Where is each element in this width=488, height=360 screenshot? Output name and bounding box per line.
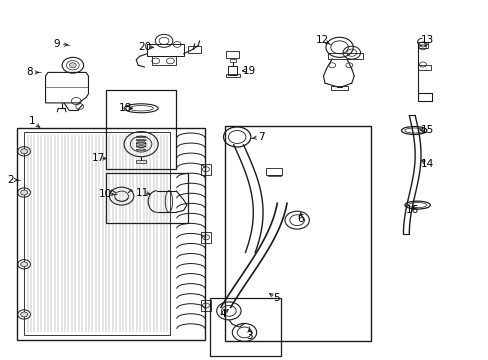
Bar — [417, 42, 427, 48]
Bar — [266, 168, 282, 175]
Bar — [105, 173, 188, 223]
Bar — [229, 59, 235, 62]
Bar — [17, 128, 204, 339]
Bar — [224, 126, 370, 341]
Circle shape — [20, 312, 27, 317]
Text: 8: 8 — [26, 67, 33, 77]
Text: 14: 14 — [420, 159, 433, 169]
Text: 11: 11 — [135, 188, 148, 198]
Circle shape — [20, 190, 27, 195]
Text: 7: 7 — [258, 132, 264, 142]
Text: 6: 6 — [297, 215, 303, 224]
Text: 20: 20 — [138, 42, 151, 52]
Bar — [225, 74, 239, 77]
Text: 3: 3 — [245, 331, 252, 341]
Bar — [152, 56, 176, 65]
Bar — [200, 164, 211, 175]
Bar — [328, 53, 362, 59]
Bar — [147, 44, 183, 56]
Bar — [105, 90, 176, 169]
Text: 19: 19 — [242, 66, 256, 76]
Text: 16: 16 — [405, 206, 419, 216]
Circle shape — [20, 262, 27, 267]
Bar — [226, 51, 239, 58]
Bar — [200, 300, 211, 311]
Bar — [24, 132, 170, 335]
Text: 18: 18 — [118, 103, 131, 113]
Circle shape — [69, 63, 76, 68]
Text: 10: 10 — [99, 189, 112, 199]
Text: 2: 2 — [7, 175, 14, 185]
Text: 12: 12 — [315, 35, 328, 45]
Circle shape — [20, 149, 27, 154]
Text: 1: 1 — [29, 116, 36, 126]
Text: 15: 15 — [420, 125, 433, 135]
Bar — [136, 160, 146, 163]
Text: 13: 13 — [420, 35, 433, 45]
Bar — [417, 65, 430, 69]
Circle shape — [136, 140, 146, 148]
Bar — [267, 175, 280, 176]
Bar — [210, 298, 281, 356]
Text: 9: 9 — [53, 39, 60, 49]
Text: 5: 5 — [272, 293, 279, 303]
Bar — [330, 86, 347, 90]
Bar — [200, 232, 211, 243]
Bar — [228, 66, 237, 75]
Text: 4: 4 — [219, 310, 225, 319]
Bar — [188, 45, 200, 53]
Text: 17: 17 — [91, 153, 104, 163]
